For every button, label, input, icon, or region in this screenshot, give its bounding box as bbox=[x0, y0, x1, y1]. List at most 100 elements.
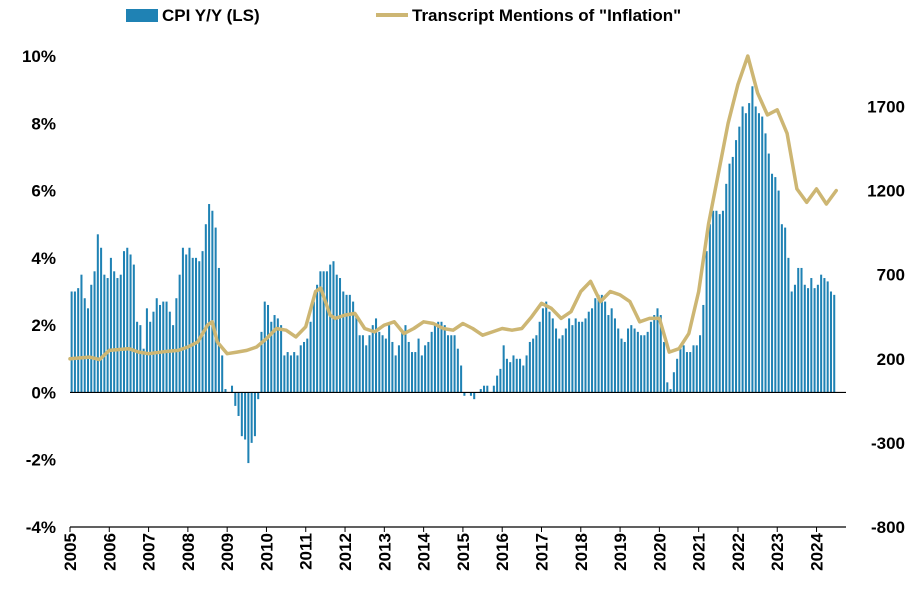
cpi-bar bbox=[561, 335, 564, 393]
cpi-bar bbox=[201, 251, 204, 393]
cpi-bar bbox=[83, 298, 86, 393]
cpi-bar bbox=[685, 352, 688, 393]
x-tick-label: 2010 bbox=[257, 533, 276, 571]
cpi-bar bbox=[826, 281, 829, 393]
cpi-bar bbox=[286, 352, 289, 393]
cpi-bar bbox=[541, 308, 544, 393]
cpi-bar bbox=[414, 352, 417, 393]
cpi-bar bbox=[813, 288, 816, 393]
x-tick-label: 2006 bbox=[100, 533, 119, 571]
x-tick-label: 2021 bbox=[690, 533, 709, 571]
cpi-bar bbox=[296, 355, 299, 393]
cpi-bar bbox=[155, 298, 158, 393]
cpi-bar bbox=[522, 365, 525, 393]
x-tick-label: 2017 bbox=[532, 533, 551, 571]
right-tick-label: 200 bbox=[877, 350, 905, 369]
cpi-bar bbox=[797, 267, 800, 393]
cpi-bar bbox=[185, 254, 188, 393]
cpi-bar bbox=[384, 338, 387, 393]
cpi-bar bbox=[519, 358, 522, 393]
cpi-bar bbox=[263, 301, 266, 393]
cpi-bar bbox=[417, 338, 420, 393]
cpi-bar bbox=[784, 227, 787, 393]
cpi-bar bbox=[721, 210, 724, 393]
cpi-bar bbox=[122, 251, 126, 393]
cpi-bar bbox=[528, 341, 531, 393]
cpi-bar bbox=[352, 301, 355, 393]
cpi-bar bbox=[260, 331, 263, 393]
cpi-bar bbox=[335, 274, 338, 393]
cpi-bar bbox=[689, 352, 692, 393]
left-axis: 10% 8% 6% 4% 2% 0% -2% -4% bbox=[22, 47, 56, 537]
cpi-bar bbox=[348, 294, 351, 393]
cpi-bar bbox=[116, 278, 119, 393]
cpi-bar bbox=[188, 247, 191, 393]
cpi-bar bbox=[574, 318, 577, 393]
legend: CPI Y/Y (LS) Transcript Mentions of "Inf… bbox=[126, 6, 681, 25]
cpi-bar bbox=[787, 257, 790, 393]
x-tick-label: 2019 bbox=[611, 533, 630, 571]
cpi-bar bbox=[509, 362, 512, 393]
right-tick-label: -300 bbox=[871, 434, 905, 453]
cpi-bar bbox=[571, 325, 574, 393]
cpi-bar bbox=[437, 321, 440, 393]
x-tick-label: 2013 bbox=[375, 533, 394, 571]
cpi-bar bbox=[659, 315, 662, 393]
cpi-bar bbox=[316, 284, 319, 393]
cpi-bar bbox=[96, 234, 99, 393]
cpi-bar bbox=[712, 210, 715, 393]
cpi-bar bbox=[735, 140, 738, 393]
cpi-bar bbox=[371, 325, 374, 393]
cpi-bar bbox=[502, 345, 505, 393]
cpi-bar bbox=[623, 341, 626, 393]
left-tick-label: 4% bbox=[31, 249, 56, 268]
cpi-bar bbox=[247, 392, 250, 464]
cpi-bar bbox=[738, 126, 741, 393]
x-axis: 2005 2006 2007 2008 2009 2010 2011 2012 2013 2014… bbox=[61, 526, 846, 571]
cpi-bar bbox=[633, 328, 636, 393]
cpi-bar bbox=[237, 392, 240, 416]
cpi-bar bbox=[505, 358, 508, 393]
cpi-bar bbox=[149, 321, 152, 393]
left-tick-label: -4% bbox=[26, 518, 56, 537]
cpi-bar bbox=[587, 311, 590, 393]
cpi-bar bbox=[473, 392, 476, 400]
right-tick-label: -800 bbox=[871, 518, 905, 537]
cpi-bar bbox=[594, 298, 597, 393]
cpi-bar bbox=[564, 328, 567, 393]
cpi-bar bbox=[653, 315, 656, 393]
cpi-bar bbox=[162, 301, 165, 393]
cpi-bar bbox=[640, 335, 643, 393]
left-tick-label: 2% bbox=[31, 316, 56, 335]
cpi-bar bbox=[280, 325, 283, 393]
cpi-bar bbox=[751, 86, 754, 393]
cpi-bar bbox=[165, 301, 168, 393]
cpi-bar bbox=[803, 284, 806, 393]
cpi-bar bbox=[577, 321, 580, 393]
cpi-bar bbox=[741, 106, 744, 393]
cpi-bar bbox=[823, 278, 826, 393]
cpi-bar bbox=[158, 304, 162, 393]
cpi-bar bbox=[103, 274, 106, 393]
cpi-bar bbox=[777, 190, 780, 393]
cpi-bar bbox=[231, 385, 234, 393]
cpi-bar bbox=[669, 389, 672, 393]
left-tick-label: 8% bbox=[31, 114, 56, 133]
cpi-bar bbox=[293, 352, 296, 393]
cpi-bar bbox=[100, 247, 103, 393]
cpi-bar bbox=[548, 311, 551, 393]
x-tick-label: 2018 bbox=[572, 533, 591, 571]
cpi-bar bbox=[322, 271, 325, 393]
cpi-bar bbox=[378, 331, 381, 393]
x-tick-label: 2008 bbox=[179, 533, 198, 571]
cpi-bar bbox=[420, 355, 423, 393]
cpi-bar bbox=[463, 392, 466, 396]
cpi-bar bbox=[676, 358, 679, 393]
cpi-bar bbox=[80, 274, 83, 393]
cpi-bar bbox=[692, 345, 695, 393]
x-tick-label: 2016 bbox=[493, 533, 512, 571]
cpi-bar bbox=[761, 116, 764, 393]
cpi-bar bbox=[525, 355, 528, 393]
cpi-bar bbox=[607, 315, 610, 393]
left-tick-label: -2% bbox=[26, 451, 56, 470]
